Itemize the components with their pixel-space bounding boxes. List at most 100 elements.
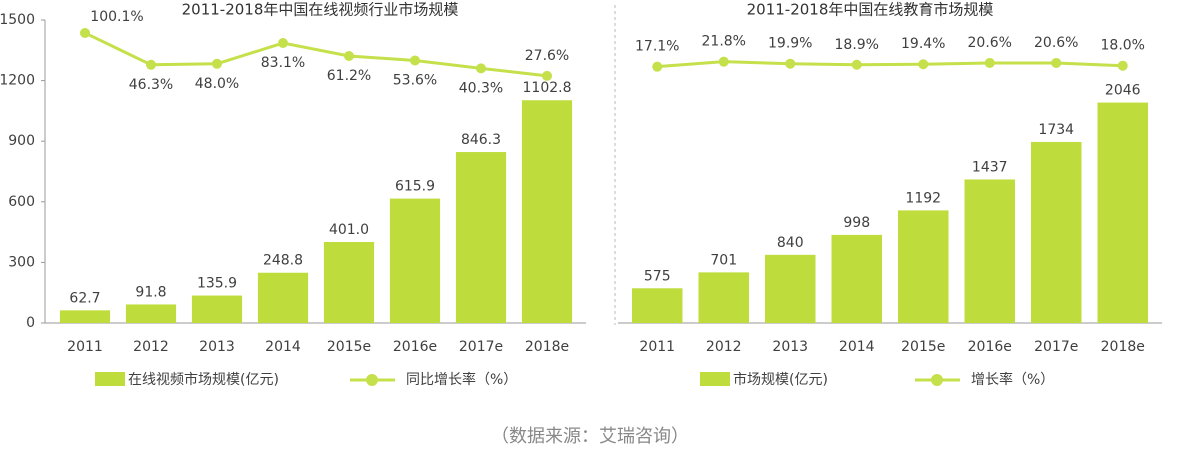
y-tick-label: 300 [8, 254, 35, 270]
line-point [652, 61, 663, 72]
y-tick-label: 1500 [0, 12, 35, 28]
x-tick-label: 2018e [525, 339, 569, 355]
bar-label: 401.0 [329, 222, 369, 238]
x-tick-label: 2011 [67, 339, 103, 355]
bar-label: 62.7 [69, 290, 100, 306]
bar-label: 1192 [905, 190, 941, 206]
line-label: 18.0% [1101, 38, 1145, 54]
bar [964, 179, 1016, 323]
bar [764, 254, 816, 323]
legend-label: 增长率（%） [971, 371, 1054, 388]
bar-label: 91.8 [135, 284, 166, 300]
bar-label: 615.9 [395, 179, 435, 195]
line-label: 46.3% [129, 77, 173, 93]
bar-label: 846.3 [461, 132, 501, 148]
line-point [542, 70, 552, 81]
line-point [1117, 60, 1128, 71]
x-tick-label: 2013 [199, 339, 235, 355]
line-point [344, 50, 354, 61]
line-label: 20.6% [968, 35, 1012, 51]
bar [59, 310, 111, 323]
bar-label: 1437 [972, 159, 1008, 175]
line-label: 19.4% [901, 36, 945, 52]
line-label: 53.6% [393, 72, 437, 88]
x-tick-label: 2011 [639, 339, 675, 355]
line-label: 18.9% [835, 37, 879, 53]
bar [521, 100, 573, 323]
legend-label: 同比增长率（%） [406, 371, 517, 388]
line-label: 17.1% [635, 39, 679, 55]
line-point [146, 59, 156, 70]
line-point [278, 38, 288, 49]
bar [389, 198, 441, 323]
line-point [1051, 57, 1062, 68]
line-point [476, 63, 486, 74]
bar-label: 2046 [1105, 83, 1141, 99]
x-tick-label: 2018e [1101, 339, 1145, 355]
x-tick-label: 2013 [772, 339, 808, 355]
line [657, 60, 1123, 69]
x-tick-label: 2017e [1034, 339, 1078, 355]
bar [1097, 102, 1149, 323]
line-label: 20.6% [1034, 35, 1078, 51]
line-label: 100.1% [90, 9, 143, 25]
bar [698, 272, 750, 323]
line-point [212, 58, 222, 69]
line-label: 83.1% [261, 55, 305, 71]
bar-label: 1102.8 [523, 80, 572, 96]
legend-swatch [700, 372, 730, 386]
bar [831, 234, 883, 323]
bar [323, 241, 375, 323]
line-label: 48.0% [195, 76, 239, 92]
x-tick-label: 2016e [393, 339, 437, 355]
legend-label: 在线视频市场规模(亿元) [128, 371, 279, 388]
line-label: 19.9% [768, 36, 812, 52]
line-label: 40.3% [459, 80, 503, 96]
line-point [918, 59, 929, 70]
x-tick-label: 2012 [133, 339, 169, 355]
bar-label: 701 [710, 252, 737, 268]
line-label: 61.2% [327, 68, 371, 84]
line-point [785, 58, 796, 69]
bar-label: 135.9 [197, 276, 237, 292]
y-tick-label: 1200 [0, 73, 35, 89]
bar-label: 840 [777, 235, 804, 251]
bar [257, 272, 309, 323]
bar [455, 152, 507, 323]
line-point [851, 59, 862, 70]
y-tick-label: 600 [8, 194, 35, 210]
bar [191, 295, 243, 323]
x-tick-label: 2017e [459, 339, 503, 355]
bar [125, 304, 177, 323]
y-tick-label: 0 [26, 315, 35, 331]
bar-label: 248.8 [263, 253, 303, 269]
line-label: 27.6% [525, 48, 569, 64]
legend-marker [931, 374, 943, 386]
x-tick-label: 2014 [839, 339, 875, 355]
line-point [80, 27, 90, 38]
x-tick-label: 2014 [265, 339, 301, 355]
x-tick-label: 2015e [901, 339, 945, 355]
x-tick-label: 2016e [968, 339, 1012, 355]
x-tick-label: 2012 [706, 339, 742, 355]
y-tick-label: 900 [8, 133, 35, 149]
legend-swatch [95, 372, 125, 386]
chart-title: 2011-2018年中国在线教育市场规模 [747, 1, 994, 19]
line-label: 21.8% [702, 34, 746, 50]
source: （数据来源：艾瑞咨询） [491, 426, 689, 447]
bar-label: 575 [644, 268, 671, 284]
x-tick-label: 2015e [327, 339, 371, 355]
legend-label: 市场规模(亿元) [733, 371, 828, 388]
line-point [410, 55, 420, 66]
bar [631, 288, 683, 323]
line-point [984, 57, 995, 68]
bar-label: 998 [843, 215, 870, 231]
bar [897, 210, 949, 323]
bar-label: 1734 [1038, 122, 1074, 138]
line [84, 31, 548, 78]
chart-title: 2011-2018年中国在线视频行业市场规模 [182, 1, 459, 19]
bar [1030, 141, 1082, 323]
legend-marker [366, 374, 378, 386]
line-point [718, 56, 729, 67]
